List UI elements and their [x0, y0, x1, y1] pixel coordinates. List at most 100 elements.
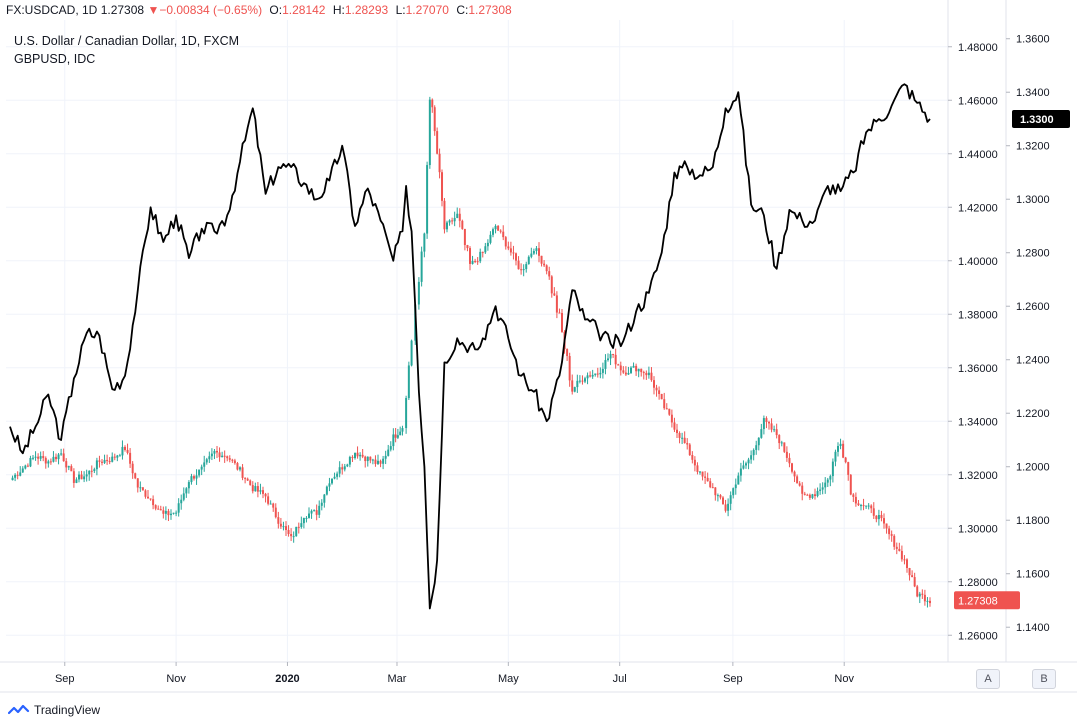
candle — [313, 509, 316, 512]
candle — [814, 488, 816, 500]
candle-body — [108, 461, 111, 463]
candle — [241, 464, 244, 481]
candle — [775, 423, 778, 439]
candle-body — [515, 253, 517, 261]
candle — [867, 503, 870, 510]
candle-body — [292, 536, 295, 538]
candle-body — [770, 423, 773, 430]
candle-body — [162, 510, 165, 514]
candle-body — [734, 484, 737, 489]
candle — [244, 477, 247, 484]
candle-body — [11, 477, 14, 481]
candle — [407, 361, 410, 400]
candle-body — [545, 265, 548, 272]
close-label: C: — [456, 3, 469, 17]
candle — [568, 352, 571, 387]
candle-body — [834, 451, 837, 462]
candle — [159, 505, 162, 511]
candle-body — [489, 234, 492, 243]
candle — [338, 461, 341, 478]
candle — [387, 444, 390, 457]
candle-body — [481, 251, 484, 253]
candle — [711, 483, 714, 489]
candle-body — [538, 248, 540, 256]
candle-body — [246, 478, 249, 481]
brand-footer[interactable]: TradingView — [8, 703, 100, 717]
candle — [461, 219, 464, 230]
axis-b-button[interactable]: B — [1032, 669, 1056, 689]
candle-body — [297, 526, 300, 528]
candle-body — [614, 354, 617, 365]
candle-body — [159, 509, 162, 511]
candle — [903, 555, 906, 565]
candle — [706, 472, 709, 482]
time-label: Nov — [166, 673, 186, 685]
candle-body — [673, 422, 676, 430]
candle — [888, 525, 891, 540]
candle — [246, 477, 249, 481]
candle — [164, 506, 167, 521]
candle — [216, 445, 218, 458]
candle — [399, 426, 402, 436]
candle-body — [499, 230, 502, 232]
candle — [374, 455, 377, 467]
candle-body — [696, 465, 699, 472]
candle-body — [394, 434, 397, 438]
candle — [877, 509, 880, 526]
candle — [287, 525, 290, 537]
symbol-name[interactable]: FX:USDCAD, 1D — [6, 3, 98, 17]
candle-body — [438, 153, 441, 173]
candle — [218, 447, 221, 462]
candle-body — [236, 463, 239, 470]
candle-body — [727, 503, 730, 511]
candle — [660, 393, 663, 400]
candle — [116, 454, 119, 462]
auto-scale-button[interactable]: A — [976, 669, 1000, 689]
candle-body — [49, 461, 52, 463]
candle — [228, 455, 231, 463]
candle — [788, 453, 791, 468]
candle — [762, 415, 765, 435]
candle-body — [849, 474, 852, 495]
candle — [39, 451, 42, 462]
candle-body — [182, 493, 185, 500]
candle — [673, 417, 676, 433]
candle-body — [476, 261, 479, 263]
candle — [499, 229, 502, 234]
candle — [285, 521, 287, 537]
candle — [341, 463, 344, 475]
candle-body — [852, 494, 855, 497]
candle — [540, 255, 543, 267]
candle-body — [867, 505, 870, 507]
candle — [584, 376, 586, 384]
candle-body — [410, 340, 413, 366]
candle — [543, 260, 546, 267]
candle — [658, 386, 661, 400]
candle — [589, 371, 592, 378]
candle-body — [658, 390, 661, 395]
candle-body — [803, 493, 806, 495]
candle-body — [701, 471, 704, 477]
candle-body — [216, 450, 218, 453]
candle — [256, 482, 259, 498]
candle — [778, 434, 781, 450]
candle-body — [900, 550, 903, 560]
candle — [469, 246, 471, 271]
candle-body — [548, 271, 551, 277]
candle — [591, 369, 594, 379]
candle — [417, 277, 420, 310]
main-series-legend[interactable]: U.S. Dollar / Canadian Dollar, 1D, FXCM — [14, 34, 240, 48]
candle-body — [83, 476, 86, 480]
candle-body — [890, 534, 893, 536]
candle-body — [778, 435, 781, 444]
candle — [262, 486, 264, 499]
candle-body — [796, 476, 799, 484]
candle-body — [872, 508, 875, 516]
compare-series-legend[interactable]: GBPUSD, IDC — [14, 52, 96, 66]
candle — [517, 256, 520, 270]
candle-body — [428, 99, 431, 166]
candle — [678, 431, 681, 444]
candle — [586, 372, 589, 385]
candle-body — [678, 433, 681, 438]
